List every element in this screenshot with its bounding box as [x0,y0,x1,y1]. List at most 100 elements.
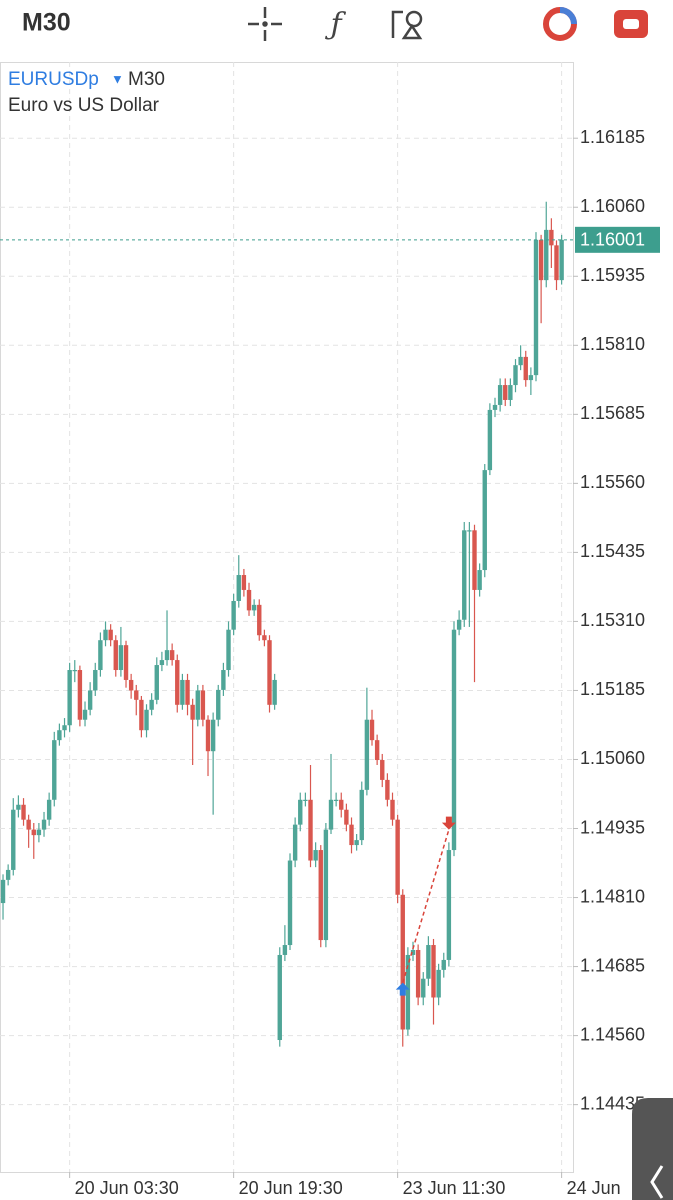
candle-body [175,660,180,705]
current-price-label: 1.16001 [580,230,645,250]
candle-body [159,660,165,666]
candle-body [436,969,441,998]
candle-body [236,575,241,601]
plot: 1.16185 1.16060 1.15935 1.15810 1.15685 1.155… [0,62,645,1198]
candle-body [57,730,62,741]
candle-body [190,704,195,720]
candle-body [472,530,477,590]
candle-body [282,945,288,955]
candle-body [93,670,98,691]
candle-body [98,640,103,671]
candle-body [354,840,359,846]
back-chevron [650,1165,664,1199]
candle-body [185,679,190,705]
x-tick-label: 20 Jun 03:30 [75,1178,179,1198]
x-tick-label: 23 Jun 11:30 [403,1178,506,1198]
candle-body [251,604,257,611]
candle-body [533,239,539,376]
x-tick-label: 24 Jun [567,1178,621,1198]
candle-body [180,679,185,705]
quotes-icon[interactable] [614,10,648,38]
candle-body [380,760,385,780]
candle-body [41,819,47,830]
candle-body [441,959,446,970]
candle-body [62,725,67,731]
candle-body [246,589,252,611]
candle-body [134,690,139,700]
candle-body [31,829,36,836]
toolbar: M30 ƒ [22,7,648,42]
candle-body [333,799,339,801]
candle-body [523,356,528,381]
candle-body [349,824,354,846]
trade-arrow [441,816,456,830]
candle-body [549,229,554,246]
y-tick-label: 1.14435 [580,1093,645,1113]
candle-body [528,375,534,381]
candle-body [359,789,364,841]
candle-body [395,819,400,895]
candle-body [451,629,457,851]
crosshair-icon[interactable] [248,7,282,41]
candle-body [364,719,370,790]
candle-body [210,719,216,752]
candle-body [298,799,303,825]
candle-body [108,629,113,641]
candle-body [538,239,544,281]
candle-body [195,690,200,720]
candle-body [554,245,559,281]
candle-body [328,799,334,830]
candle-body [36,829,42,836]
y-tick-label: 1.15560 [580,472,645,492]
candle-body [262,635,267,641]
candle-body [128,679,134,691]
candle-body [421,978,426,998]
candle-body [462,530,467,620]
y-tick-label: 1.15810 [580,334,645,354]
back-button[interactable] [632,1098,673,1200]
trade-icon[interactable] [543,7,577,41]
candle-body [415,950,421,998]
y-tick-label: 1.14560 [580,1024,645,1044]
indicators-icon[interactable]: ƒ [324,7,346,42]
y-tick-label: 1.15685 [580,403,645,423]
candle-body [164,650,170,661]
timeframe-button[interactable]: M30 [22,9,71,37]
candle-body [487,409,493,471]
candle-body [456,619,462,630]
candle-body [369,719,375,741]
candle-body [5,869,11,880]
candle-body [72,670,77,672]
objects-icon[interactable] [391,10,423,40]
candle-body [118,645,124,671]
candle-body [518,356,523,366]
candle-body [200,690,206,720]
candle-body [482,470,487,571]
y-tick-label: 1.15935 [580,265,645,285]
candle-body [77,670,83,720]
y-tick-label: 1.14935 [580,817,645,837]
candle-body [374,740,380,761]
candle-body [52,740,57,800]
candle-body [508,385,513,400]
candle-body [267,640,272,705]
y-tick-label: 1.16060 [580,196,645,216]
y-tick-label: 1.16185 [580,127,645,147]
candle-body [497,385,503,405]
candle-body [513,365,518,386]
candle-body [11,809,16,870]
candle-body [205,719,211,752]
candle-body [16,804,21,810]
candle-body [323,829,329,941]
candle-body [82,709,88,720]
candle-body [144,709,149,731]
candle-body [492,404,498,410]
symbol[interactable]: EURUSDp [8,69,99,90]
candle-body [467,530,472,532]
y-tick-label: 1.15435 [580,541,645,561]
candle-body [21,804,26,820]
candle-body [154,665,159,700]
candle-body [503,385,508,400]
symbol-dropdown[interactable]: ▼ [111,71,124,86]
